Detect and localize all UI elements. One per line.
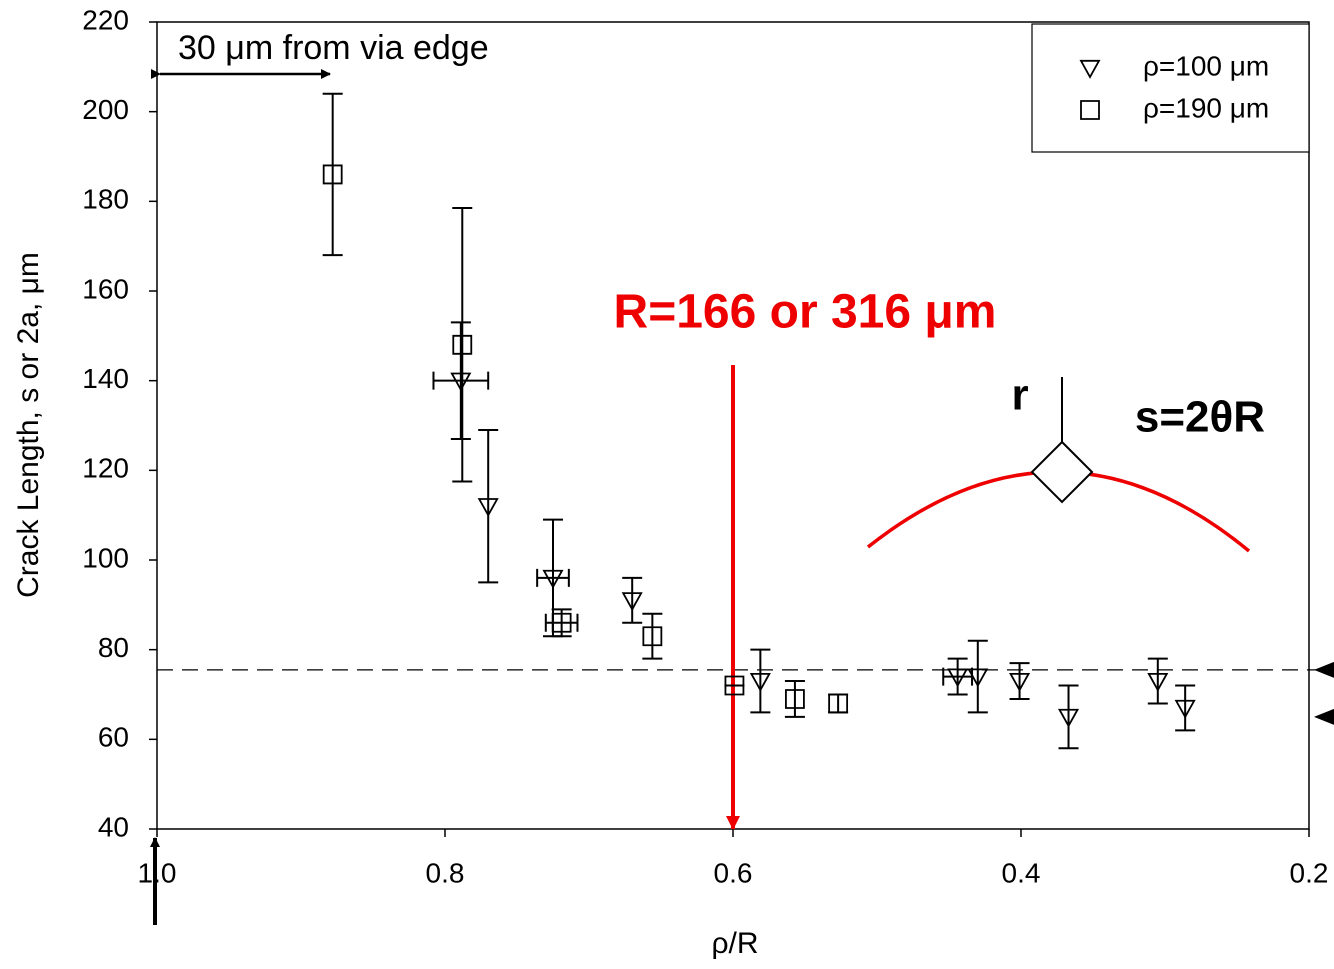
- legend-marker: [1080, 100, 1100, 120]
- error-bar: [1058, 684, 1079, 750]
- y-tick-label: 220: [82, 4, 129, 35]
- data-point: [947, 668, 969, 688]
- data-point: [621, 592, 643, 612]
- x-error-bar: [536, 568, 570, 587]
- data-point: [450, 372, 472, 392]
- legend: [1031, 23, 1310, 153]
- right-marker: [1314, 708, 1334, 725]
- y-axis-label: Crack Length, s or 2a, μm: [12, 252, 45, 598]
- right-marker: [1314, 661, 1334, 678]
- data-point: [642, 626, 663, 647]
- annotation: r: [1011, 371, 1028, 420]
- y-tick-label: 40: [98, 811, 129, 842]
- error-bar: [828, 693, 849, 714]
- x-tick-label: 0.6: [714, 857, 753, 888]
- x-tick-label: 0.4: [1002, 857, 1041, 888]
- error-bar: [1009, 662, 1030, 700]
- y-tick-label: 160: [82, 273, 129, 304]
- y-tick-label: 200: [82, 94, 129, 125]
- data-point: [1147, 672, 1169, 692]
- diamond: [1030, 440, 1094, 504]
- error-bar: [750, 648, 771, 714]
- data-point: [551, 612, 572, 633]
- x-tick-label: 0.8: [426, 857, 465, 888]
- y-tick-label: 80: [98, 632, 129, 663]
- y-tick-label: 60: [98, 722, 129, 753]
- data-point: [452, 334, 473, 355]
- error-bar: [478, 428, 499, 584]
- error-bar: [642, 612, 663, 660]
- legend-marker: [1079, 59, 1101, 79]
- error-bar: [1147, 657, 1168, 705]
- y-tick-label: 140: [82, 363, 129, 394]
- x-error-bar: [432, 371, 490, 390]
- data-point: [785, 689, 805, 709]
- data-point: [1009, 672, 1031, 692]
- data-point: [967, 668, 989, 688]
- x-tick-label: 1.0: [138, 857, 177, 888]
- x-tick-label: 0.2: [1290, 857, 1329, 888]
- y-tick-label: 120: [82, 453, 129, 484]
- annotation: 30 μm from via edge: [178, 29, 489, 67]
- x-error-bar: [544, 613, 579, 632]
- data-point: [1174, 699, 1196, 719]
- data-point: [828, 693, 849, 714]
- error-bar: [967, 639, 988, 714]
- data-point: [542, 569, 564, 589]
- y-tick-label: 180: [82, 184, 129, 215]
- x-axis-label: ρ/R: [711, 927, 758, 960]
- error-bar: [784, 680, 805, 718]
- error-bar: [452, 207, 473, 483]
- data-point: [1057, 708, 1080, 728]
- error-bar: [1175, 684, 1196, 732]
- error-bar: [622, 576, 643, 624]
- data-point: [749, 672, 771, 692]
- data-point: [477, 498, 499, 518]
- annotation: s=2θR: [1135, 393, 1265, 442]
- data-point: [322, 164, 343, 185]
- annotation: R=166 or 316 μm: [614, 286, 997, 339]
- data-point: [724, 675, 745, 696]
- y-tick-label: 100: [82, 542, 129, 573]
- legend-label: ρ=190 μm: [1143, 92, 1269, 123]
- error-bar: [322, 92, 343, 257]
- legend-label: ρ=100 μm: [1143, 50, 1269, 81]
